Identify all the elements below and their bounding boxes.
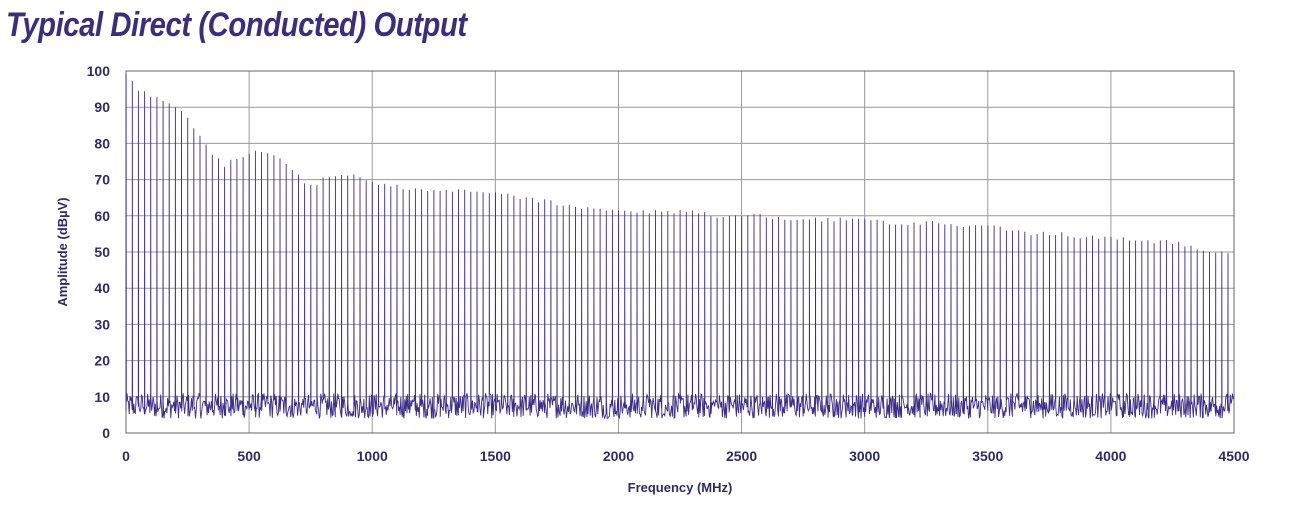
chart-title: Typical Direct (Conducted) Output	[6, 6, 467, 44]
x-tick-label: 500	[237, 448, 261, 464]
axis-ticks: 0 500 1000 1500 2000 2500 3000 3500 4000 4500 0 10 2…	[87, 63, 1250, 464]
x-axis-label: Frequency (MHz)	[628, 480, 733, 495]
x-tick-label: 3500	[972, 448, 1003, 464]
x-tick-label: 4000	[1095, 448, 1126, 464]
x-tick-label: 1000	[357, 448, 388, 464]
y-tick-label: 100	[87, 63, 111, 79]
y-axis-label: Amplitude (dBµV)	[55, 197, 70, 306]
y-tick-label: 40	[94, 280, 110, 296]
y-tick-label: 80	[94, 135, 110, 151]
x-tick-label: 3000	[849, 448, 880, 464]
y-tick-label: 10	[94, 389, 110, 405]
y-tick-label: 50	[94, 244, 110, 260]
y-tick-label: 70	[94, 172, 110, 188]
x-tick-label: 1500	[480, 448, 511, 464]
y-tick-label: 90	[94, 99, 110, 115]
x-tick-label: 4500	[1218, 448, 1249, 464]
x-tick-label: 2500	[726, 448, 757, 464]
spectrum-trace	[125, 73, 1234, 420]
y-tick-label: 0	[102, 425, 110, 441]
x-tick-label: 0	[122, 448, 130, 464]
y-tick-label: 30	[94, 316, 110, 332]
x-tick-label: 2000	[603, 448, 634, 464]
y-tick-label: 60	[94, 208, 110, 224]
y-tick-label: 20	[94, 353, 110, 369]
